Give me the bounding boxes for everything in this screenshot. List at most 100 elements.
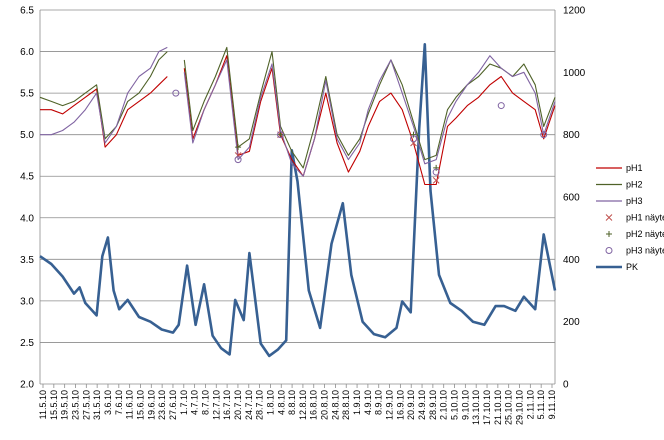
x-tick-label: 28.8.10 <box>341 390 351 420</box>
legend-entry: pH2 <box>626 180 643 190</box>
y-left-tick-label: 6.0 <box>20 47 34 58</box>
plot-area <box>39 10 556 384</box>
x-tick-label: 24.8.10 <box>330 390 340 420</box>
marker-ph2-sample <box>410 131 417 138</box>
legend-entry: pH1 näyte <box>626 213 664 223</box>
legend-entry: pH2 näyte <box>626 229 664 239</box>
marker-ph2-sample <box>277 131 284 138</box>
y-left-tick-label: 2.0 <box>20 380 34 391</box>
x-tick-label: 4.9.10 <box>363 390 373 415</box>
x-tick-label: 28.9.10 <box>428 390 438 420</box>
series-layer <box>39 43 557 358</box>
x-tick-label: 9.11.10 <box>547 390 557 419</box>
legend-entry: pH3 näyte <box>626 246 664 256</box>
y-left-tick-label: 2.5 <box>20 338 34 349</box>
series-line-ph2 <box>39 46 556 169</box>
x-tick-label: 25.10.10 <box>504 390 514 425</box>
y-right-tick-label: 400 <box>563 255 580 266</box>
x-tick-label: 16.7.10 <box>222 390 232 420</box>
x-tick-label: 20.7.10 <box>233 390 243 420</box>
y-left-tick-label: 4.5 <box>20 172 34 183</box>
y-left-tick-label: 6.5 <box>20 6 34 17</box>
x-tick-label: 13.10.10 <box>471 390 481 425</box>
x-tick-label: 24.9.10 <box>417 390 427 420</box>
x-tick-label: 16.9.10 <box>395 390 405 420</box>
x-tick-label: 5.10.10 <box>450 390 460 420</box>
legend-swatch <box>606 231 612 237</box>
x-tick-label: 12.7.10 <box>211 390 221 420</box>
sample-markers <box>172 89 548 184</box>
y-right-tick-label: 600 <box>563 193 580 204</box>
x-tick-label: 2.10.10 <box>439 390 449 420</box>
x-tick-label: 17.10.10 <box>482 390 492 425</box>
marker-ph3-sample <box>172 89 180 97</box>
marker-ph3-sample <box>277 131 285 139</box>
x-tick-label: 8.9.10 <box>374 390 384 415</box>
x-tick-label: 8.8.10 <box>287 390 297 415</box>
marker-ph1-sample <box>432 177 440 184</box>
y-axis-right: 0 200 400 600 800 1000 1200 <box>563 6 586 391</box>
y-right-tick-label: 1000 <box>563 68 586 79</box>
series-line-pk <box>39 43 557 358</box>
series-line-ph3 <box>40 46 556 177</box>
x-axis: 11.5.10 15.5.10 19.5.10 23.5.10 27.5.10 31.5.… <box>38 384 557 425</box>
x-tick-label: 28.7.10 <box>255 390 265 420</box>
y-left-tick-label: 5.0 <box>20 130 34 141</box>
x-tick-label: 15.5.10 <box>49 390 59 420</box>
x-tick-label: 9.10.10 <box>460 390 470 420</box>
y-axis-left: 2.0 2.5 3.0 3.5 4.0 4.5 5.0 5.5 6.0 6.5 <box>20 6 34 391</box>
x-tick-label: 27.5.10 <box>81 390 91 420</box>
x-tick-label: 11.6.10 <box>125 390 135 419</box>
x-tick-label: 24.7.10 <box>244 390 254 420</box>
x-tick-label: 23.6.10 <box>157 390 167 420</box>
y-left-tick-label: 4.0 <box>20 213 34 224</box>
x-tick-label: 12.9.10 <box>385 390 395 420</box>
x-tick-label: 7.6.10 <box>114 390 124 415</box>
y-right-tick-label: 800 <box>563 130 580 141</box>
y-left-tick-label: 3.0 <box>20 296 34 307</box>
x-tick-label: 1.8.10 <box>265 390 275 415</box>
marker-ph2-sample <box>235 144 242 151</box>
x-tick-label: 29.10.10 <box>515 390 525 425</box>
x-tick-label: 19.5.10 <box>60 390 70 420</box>
x-tick-label: 2.11.10 <box>525 390 535 419</box>
x-tick-label: 19.6.10 <box>146 390 156 420</box>
series-line-ph1 <box>40 55 556 186</box>
x-tick-label: 11.5.10 <box>38 390 48 419</box>
marker-ph2-sample <box>433 164 440 171</box>
x-tick-label: 8.7.10 <box>200 390 210 415</box>
y-right-tick-label: 200 <box>563 317 580 328</box>
marker-ph3-sample <box>540 131 548 139</box>
legend-swatch <box>605 214 613 221</box>
marker-ph3-sample <box>410 135 418 143</box>
legend-entry: pH3 <box>626 196 643 206</box>
legend-swatch <box>605 247 613 254</box>
marker-ph3-sample <box>432 168 440 176</box>
x-tick-label: 3.6.10 <box>103 390 113 415</box>
x-tick-label: 20.8.10 <box>320 390 330 420</box>
x-tick-label: 4.8.10 <box>276 390 286 415</box>
marker-ph3-sample <box>234 156 242 164</box>
y-left-tick-label: 5.5 <box>20 89 34 100</box>
x-tick-label: 23.5.10 <box>70 390 80 420</box>
legend-entry: PK <box>626 262 638 272</box>
y-left-tick-label: 3.5 <box>20 255 34 266</box>
x-tick-label: 21.10.10 <box>493 390 503 425</box>
legend: pH1 pH2 pH3 pH1 näyte pH2 näyte pH3 näyte PK <box>596 163 664 272</box>
legend-entry: pH1 <box>626 163 643 173</box>
x-tick-label: 1.7.10 <box>179 390 189 415</box>
x-tick-label: 5.11.10 <box>536 390 546 419</box>
x-tick-label: 31.5.10 <box>92 390 102 420</box>
y-right-tick-label: 1200 <box>563 6 586 17</box>
x-tick-label: 27.6.10 <box>168 390 178 420</box>
marker-ph3-sample <box>497 102 505 110</box>
x-tick-label: 20.9.10 <box>406 390 416 420</box>
x-tick-label: 1.9.10 <box>352 390 362 415</box>
y-right-tick-label: 0 <box>563 380 569 391</box>
x-tick-label: 16.8.10 <box>309 390 319 420</box>
x-tick-label: 15.6.10 <box>135 390 145 420</box>
x-tick-label: 4.7.10 <box>190 390 200 415</box>
x-tick-label: 12.8.10 <box>298 390 308 420</box>
